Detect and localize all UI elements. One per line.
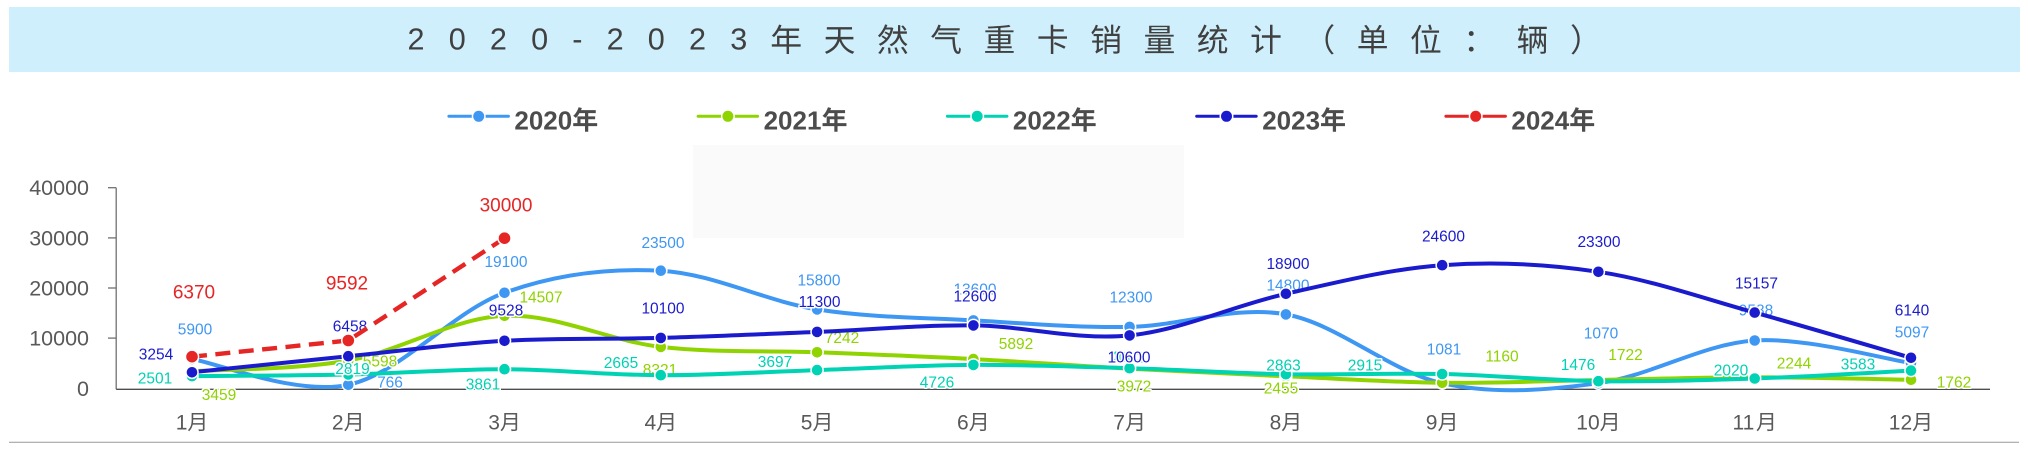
svg-text:18900: 18900 [1266, 256, 1309, 273]
svg-text:7: 7 [1113, 412, 1125, 435]
svg-text:1070: 1070 [1584, 325, 1619, 342]
svg-text:5: 5 [801, 412, 813, 435]
svg-text:2455: 2455 [1264, 380, 1298, 397]
svg-text:1762: 1762 [1937, 374, 1971, 391]
svg-text:2: 2 [607, 23, 624, 57]
svg-text:10: 10 [1576, 412, 1599, 435]
svg-text:0: 0 [77, 377, 89, 401]
svg-text:2819: 2819 [335, 361, 369, 378]
svg-text:2863: 2863 [1266, 357, 1300, 374]
svg-text:2023: 2023 [1262, 105, 1320, 135]
svg-text:12600: 12600 [953, 288, 996, 305]
svg-text:12: 12 [1889, 412, 1912, 435]
svg-text:6140: 6140 [1895, 302, 1930, 319]
svg-text:3861: 3861 [466, 376, 500, 393]
svg-text:8: 8 [1270, 412, 1282, 435]
svg-text:11: 11 [1733, 412, 1755, 435]
svg-text:1160: 1160 [1485, 348, 1519, 365]
svg-text:-: - [572, 23, 582, 57]
svg-text:2021: 2021 [764, 105, 822, 135]
svg-text:13600: 13600 [953, 281, 996, 298]
svg-text:3697: 3697 [758, 354, 792, 371]
svg-text:3254: 3254 [139, 346, 174, 363]
svg-text:9592: 9592 [326, 274, 368, 295]
svg-text:1476: 1476 [1561, 357, 1595, 374]
svg-text:7242: 7242 [825, 330, 859, 347]
svg-text:30000: 30000 [480, 196, 533, 217]
svg-text:2244: 2244 [1777, 355, 1812, 372]
svg-text:12300: 12300 [1109, 289, 1152, 306]
svg-text:0: 0 [531, 23, 548, 57]
svg-text:2020: 2020 [514, 105, 572, 135]
svg-text:2022: 2022 [1013, 105, 1071, 135]
svg-text:11300: 11300 [799, 294, 841, 311]
svg-text:2915: 2915 [1348, 357, 1382, 374]
svg-text:10600: 10600 [1107, 349, 1150, 366]
svg-text:4726: 4726 [920, 374, 954, 391]
svg-text:6: 6 [957, 412, 969, 435]
svg-text:766: 766 [377, 374, 403, 391]
svg-text:2: 2 [490, 23, 507, 57]
svg-text:9528: 9528 [489, 302, 523, 319]
svg-text:1722: 1722 [1608, 347, 1642, 364]
svg-text:30000: 30000 [29, 226, 89, 250]
svg-text:3583: 3583 [1841, 356, 1875, 373]
svg-text:1: 1 [176, 412, 188, 435]
svg-text:15800: 15800 [797, 272, 840, 289]
svg-text:24600: 24600 [1422, 228, 1465, 245]
svg-text:10000: 10000 [29, 327, 89, 351]
svg-text:19100: 19100 [484, 254, 527, 271]
svg-text:1081: 1081 [1427, 341, 1461, 358]
svg-text:5900: 5900 [178, 321, 213, 338]
svg-text:2024: 2024 [1511, 105, 1569, 135]
svg-text:2501: 2501 [138, 370, 172, 387]
svg-text:5892: 5892 [999, 336, 1033, 353]
svg-text:5598: 5598 [363, 353, 397, 370]
svg-text:23500: 23500 [641, 235, 684, 252]
svg-text:0: 0 [449, 23, 466, 57]
svg-text:2: 2 [689, 23, 706, 57]
svg-text:3: 3 [488, 412, 500, 435]
svg-text:4: 4 [645, 412, 657, 435]
svg-text:2: 2 [407, 23, 424, 57]
svg-text:14507: 14507 [519, 289, 562, 306]
svg-text:6370: 6370 [173, 283, 215, 304]
svg-text:3972: 3972 [1117, 378, 1151, 395]
svg-text:0: 0 [648, 23, 665, 57]
svg-text:10100: 10100 [641, 300, 684, 317]
svg-text:2665: 2665 [604, 355, 638, 372]
svg-text:2020: 2020 [1714, 362, 1749, 379]
svg-text:5097: 5097 [1895, 324, 1929, 341]
svg-text:15157: 15157 [1735, 275, 1778, 292]
svg-text:3: 3 [730, 23, 747, 57]
svg-text:23300: 23300 [1577, 234, 1620, 251]
svg-text:9: 9 [1426, 412, 1438, 435]
svg-text:20000: 20000 [29, 277, 89, 301]
svg-text:4062: 4062 [1110, 349, 1144, 366]
svg-text:2: 2 [332, 412, 344, 435]
svg-text:3459: 3459 [202, 387, 236, 404]
svg-text:40000: 40000 [29, 176, 89, 200]
